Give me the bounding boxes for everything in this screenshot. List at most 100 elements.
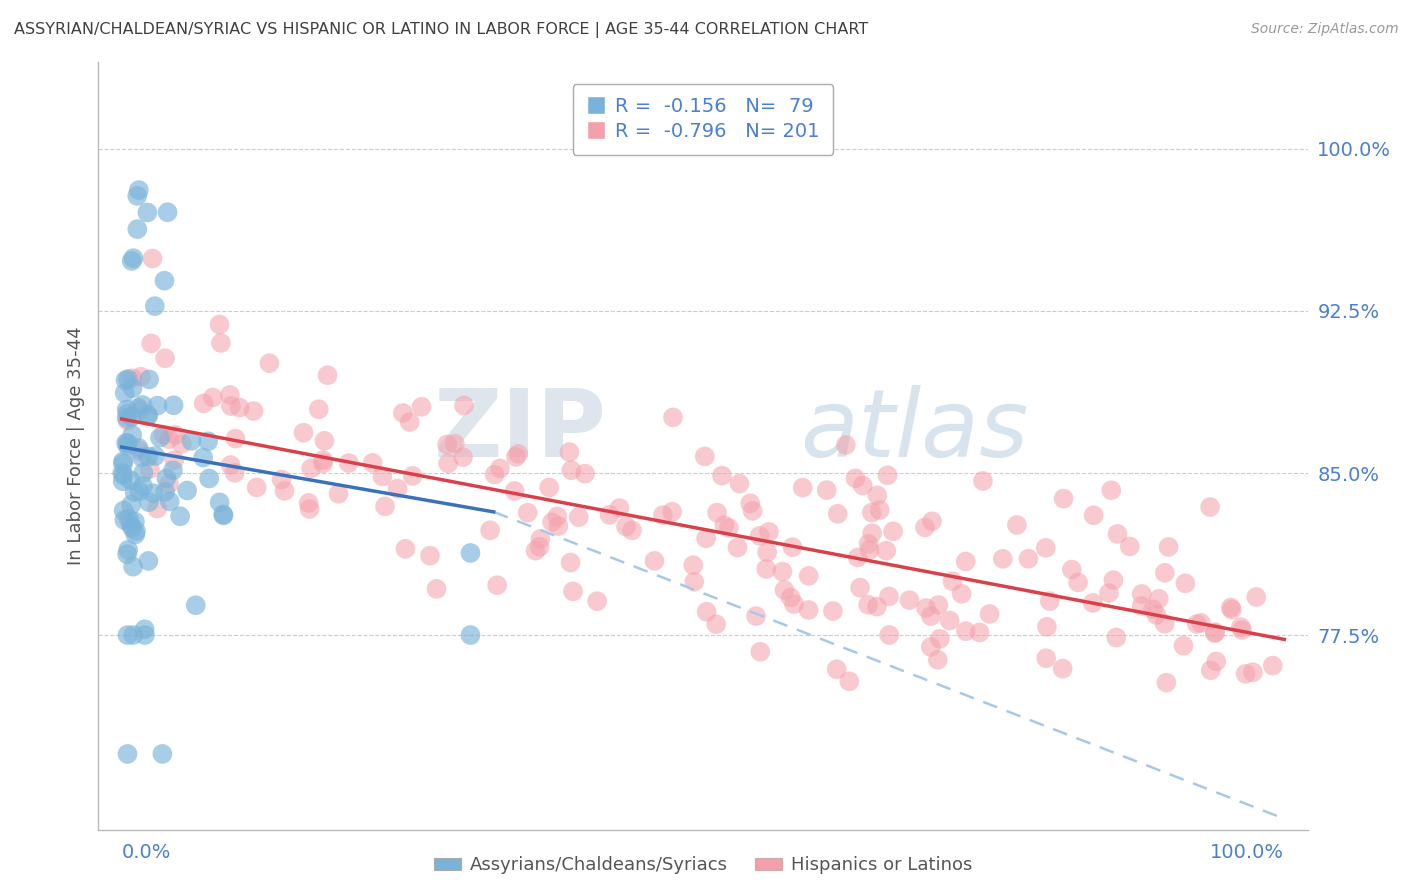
Point bbox=[270, 473, 292, 487]
Point bbox=[599, 508, 621, 522]
Point bbox=[117, 414, 139, 428]
Point bbox=[128, 403, 150, 417]
Point bbox=[1230, 623, 1253, 637]
Point bbox=[849, 581, 872, 595]
Point bbox=[866, 488, 889, 502]
Point bbox=[117, 542, 139, 557]
Point bbox=[120, 517, 142, 532]
Point bbox=[710, 468, 733, 483]
Point bbox=[129, 369, 152, 384]
Point bbox=[142, 486, 165, 500]
Point bbox=[143, 449, 166, 463]
Point bbox=[138, 372, 160, 386]
Point bbox=[875, 543, 897, 558]
Point bbox=[1157, 540, 1180, 554]
Point bbox=[713, 518, 735, 533]
Point bbox=[1102, 573, 1125, 587]
Point bbox=[111, 457, 134, 471]
Point bbox=[486, 578, 509, 592]
Point bbox=[1035, 541, 1057, 555]
Point bbox=[695, 532, 717, 546]
Point bbox=[150, 747, 173, 761]
Point bbox=[1189, 615, 1212, 630]
Point bbox=[138, 554, 160, 568]
Point bbox=[149, 431, 172, 445]
Point bbox=[117, 747, 139, 761]
Point bbox=[337, 456, 360, 470]
Point bbox=[1052, 662, 1074, 676]
Point bbox=[1153, 566, 1175, 580]
Point bbox=[437, 457, 460, 471]
Point bbox=[443, 436, 465, 450]
Point bbox=[860, 506, 883, 520]
Point bbox=[852, 478, 875, 492]
Point bbox=[120, 473, 142, 487]
Point bbox=[609, 501, 631, 516]
Legend: Assyrians/Chaldeans/Syriacs, Hispanics or Latinos: Assyrians/Chaldeans/Syriacs, Hispanics o… bbox=[426, 849, 980, 881]
Point bbox=[117, 439, 139, 453]
Point bbox=[212, 508, 235, 523]
Point bbox=[941, 574, 963, 589]
Point bbox=[157, 432, 180, 446]
Point bbox=[153, 351, 176, 366]
Point bbox=[122, 628, 145, 642]
Point bbox=[877, 590, 900, 604]
Point bbox=[115, 402, 138, 417]
Point bbox=[950, 587, 973, 601]
Point bbox=[134, 628, 156, 642]
Point bbox=[1130, 587, 1153, 601]
Point bbox=[479, 524, 502, 538]
Point bbox=[180, 434, 202, 448]
Point bbox=[328, 487, 350, 501]
Point bbox=[749, 645, 772, 659]
Point bbox=[124, 527, 146, 541]
Point bbox=[132, 479, 155, 493]
Point bbox=[460, 546, 482, 560]
Point bbox=[815, 483, 838, 497]
Point bbox=[969, 625, 991, 640]
Point bbox=[489, 461, 512, 475]
Point bbox=[1244, 590, 1267, 604]
Point bbox=[756, 545, 779, 559]
Point bbox=[727, 541, 749, 555]
Point bbox=[1081, 596, 1104, 610]
Point bbox=[146, 501, 169, 516]
Point bbox=[170, 437, 193, 451]
Point bbox=[460, 628, 482, 642]
Point bbox=[547, 519, 569, 533]
Point bbox=[838, 674, 860, 689]
Point bbox=[298, 502, 321, 516]
Point bbox=[162, 463, 184, 477]
Point bbox=[869, 503, 891, 517]
Point bbox=[169, 509, 191, 524]
Point bbox=[740, 496, 762, 510]
Point bbox=[1052, 491, 1074, 506]
Point bbox=[117, 511, 139, 525]
Text: atlas: atlas bbox=[800, 385, 1028, 476]
Point bbox=[153, 274, 176, 288]
Text: ZIP: ZIP bbox=[433, 384, 606, 476]
Point bbox=[643, 554, 665, 568]
Point bbox=[1083, 508, 1105, 523]
Point bbox=[574, 467, 596, 481]
Point bbox=[524, 543, 547, 558]
Point bbox=[124, 485, 146, 500]
Point bbox=[153, 484, 176, 499]
Point bbox=[1119, 540, 1142, 554]
Point bbox=[661, 505, 683, 519]
Point bbox=[938, 614, 960, 628]
Point bbox=[693, 450, 716, 464]
Point bbox=[1220, 602, 1243, 616]
Point bbox=[846, 550, 869, 565]
Point bbox=[114, 386, 136, 401]
Point bbox=[898, 593, 921, 607]
Point bbox=[704, 617, 727, 632]
Point bbox=[127, 401, 149, 415]
Point bbox=[163, 453, 186, 467]
Point bbox=[121, 521, 143, 535]
Point bbox=[662, 410, 685, 425]
Point bbox=[314, 434, 336, 448]
Point bbox=[219, 388, 242, 402]
Point bbox=[128, 183, 150, 197]
Point bbox=[361, 456, 384, 470]
